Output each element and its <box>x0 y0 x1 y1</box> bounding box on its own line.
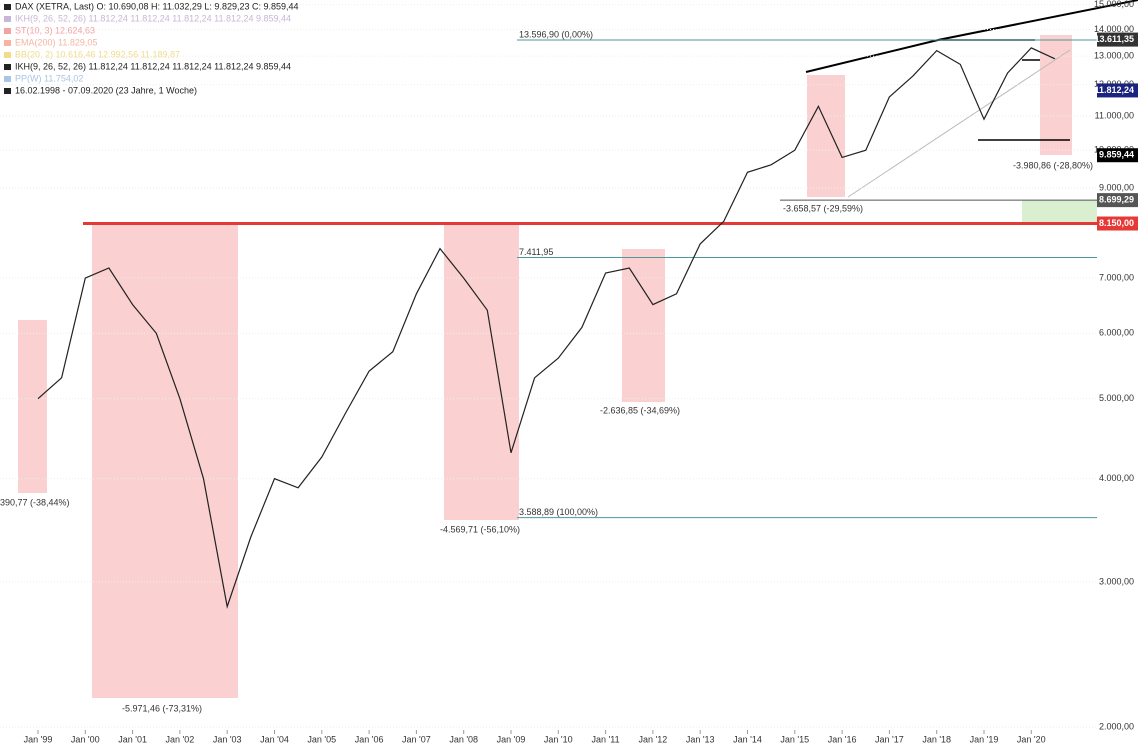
trend-line <box>805 39 939 73</box>
y-tick-label: 9.000,00 <box>1099 182 1134 192</box>
x-tick-label: Jan '02 <box>166 734 195 744</box>
x-tick-label: Jan '05 <box>307 734 336 744</box>
x-tick-label: Jan '15 <box>780 734 809 744</box>
price-label: 13.611,35 <box>1094 34 1134 44</box>
x-tick-label: Jan '11 <box>592 734 620 744</box>
price-label: 9.859,44 <box>1099 150 1134 160</box>
drawdown-zone <box>1040 35 1072 155</box>
annotation: -5.971,46 (-73,31%) <box>122 703 202 713</box>
x-tick-label: Jan '09 <box>497 734 526 744</box>
y-tick-label: 7.000,00 <box>1099 272 1134 282</box>
x-tick-label: Jan '00 <box>71 734 100 744</box>
annotation: -4.569,71 (-56,10%) <box>440 524 520 534</box>
reference-label: 7.411,95 <box>519 247 553 257</box>
target-zone <box>1022 200 1097 224</box>
y-tick-label: 13.000,00 <box>1094 50 1134 60</box>
x-tick-label: Jan '14 <box>733 734 762 744</box>
legend-icon <box>4 76 11 82</box>
y-tick-label: 5.000,00 <box>1099 393 1134 403</box>
price-label: 11.812,24 <box>1094 85 1134 95</box>
x-tick-label: Jan '10 <box>544 734 573 744</box>
trend-line <box>847 49 1071 198</box>
x-tick-label: Jan '13 <box>686 734 715 744</box>
x-tick-label: Jan '04 <box>260 734 289 744</box>
x-tick-label: Jan '16 <box>828 734 857 744</box>
price-label-box <box>1097 32 1138 47</box>
legend-entry: IKH(9, 26, 52, 26) 11.812,24 11.812,24 1… <box>15 61 291 71</box>
x-tick-label: Jan '18 <box>922 734 951 744</box>
drawdown-zone <box>622 249 665 402</box>
legend-entry: IKH(9, 26, 52, 26) 11.812,24 11.812,24 1… <box>15 13 291 23</box>
legend-icon <box>4 40 11 46</box>
annotation: -2.636,85 (-34,69%) <box>600 405 680 415</box>
legend-icon <box>4 52 11 58</box>
y-tick-label: 11.000,00 <box>1095 110 1134 120</box>
x-tick-label: Jan '06 <box>355 734 384 744</box>
legend-entry: 16.02.1998 - 07.09.2020 (23 Jahre, 1 Woc… <box>15 85 197 95</box>
legend-entry: DAX (XETRA, Last) O: 10.690,08 H: 11.032… <box>15 1 299 11</box>
legend-entry: PP(W) 11.754,02 <box>15 73 83 83</box>
legend-icon <box>4 88 11 94</box>
y-tick-label: 3.000,00 <box>1099 576 1134 586</box>
x-tick-label: Jan '20 <box>1017 734 1046 744</box>
y-tick-label: 14.000,00 <box>1094 24 1134 34</box>
y-tick-label: 4.000,00 <box>1099 473 1134 483</box>
x-tick-label: Jan '01 <box>118 734 147 744</box>
drawdown-zones <box>18 35 1072 698</box>
price-label-box <box>1097 148 1138 163</box>
x-tick-label: Jan '03 <box>213 734 242 744</box>
legend-icon <box>4 64 11 70</box>
drawdown-zone <box>807 75 845 197</box>
legend-icon <box>4 28 11 34</box>
price-label: 8.150,00 <box>1099 218 1134 228</box>
annotation: 390,77 (-38,44%) <box>0 497 70 507</box>
drawdown-zone <box>18 320 47 493</box>
price-line <box>37 47 1056 609</box>
x-tick-label: Jan '08 <box>449 734 478 744</box>
legend-entry: BB(20, 2) 10.616,46 12.992,56 11.189,87 <box>15 49 180 59</box>
reference-label: 3.588,89 (100,00%) <box>519 507 598 517</box>
y-tick-label: 15.000,00 <box>1094 0 1134 9</box>
drawdown-zone <box>92 225 238 698</box>
legend-icon <box>4 4 11 10</box>
x-tick-label: Jan '07 <box>402 734 431 744</box>
price-label-box <box>1097 83 1138 98</box>
price-label-box <box>1097 193 1138 208</box>
annotation: -3.980,86 (-28,80%) <box>1013 160 1093 170</box>
drawdown-zone <box>444 225 519 520</box>
x-tick-label: Jan '17 <box>875 734 904 744</box>
price-label: 8.699,29 <box>1099 194 1134 204</box>
reference-label: -3.658,57 (-29,59%) <box>783 203 863 213</box>
legend-entry: ST(10, 3) 12.624,63 <box>15 25 95 35</box>
trend-line <box>937 0 1138 41</box>
reference-label: 13.596,90 (0,00%) <box>519 29 593 39</box>
legend-icon <box>4 16 11 22</box>
y-tick-label: 6.000,00 <box>1099 328 1134 338</box>
y-tick-label: 2.000,00 <box>1099 722 1134 732</box>
legend-entry: EMA(200) 11.829,05 <box>15 37 97 47</box>
x-tick-label: Jan '19 <box>970 734 999 744</box>
x-tick-label: Jan '12 <box>639 734 668 744</box>
x-tick-label: Jan '99 <box>24 734 53 744</box>
price-label-box <box>1097 216 1138 231</box>
